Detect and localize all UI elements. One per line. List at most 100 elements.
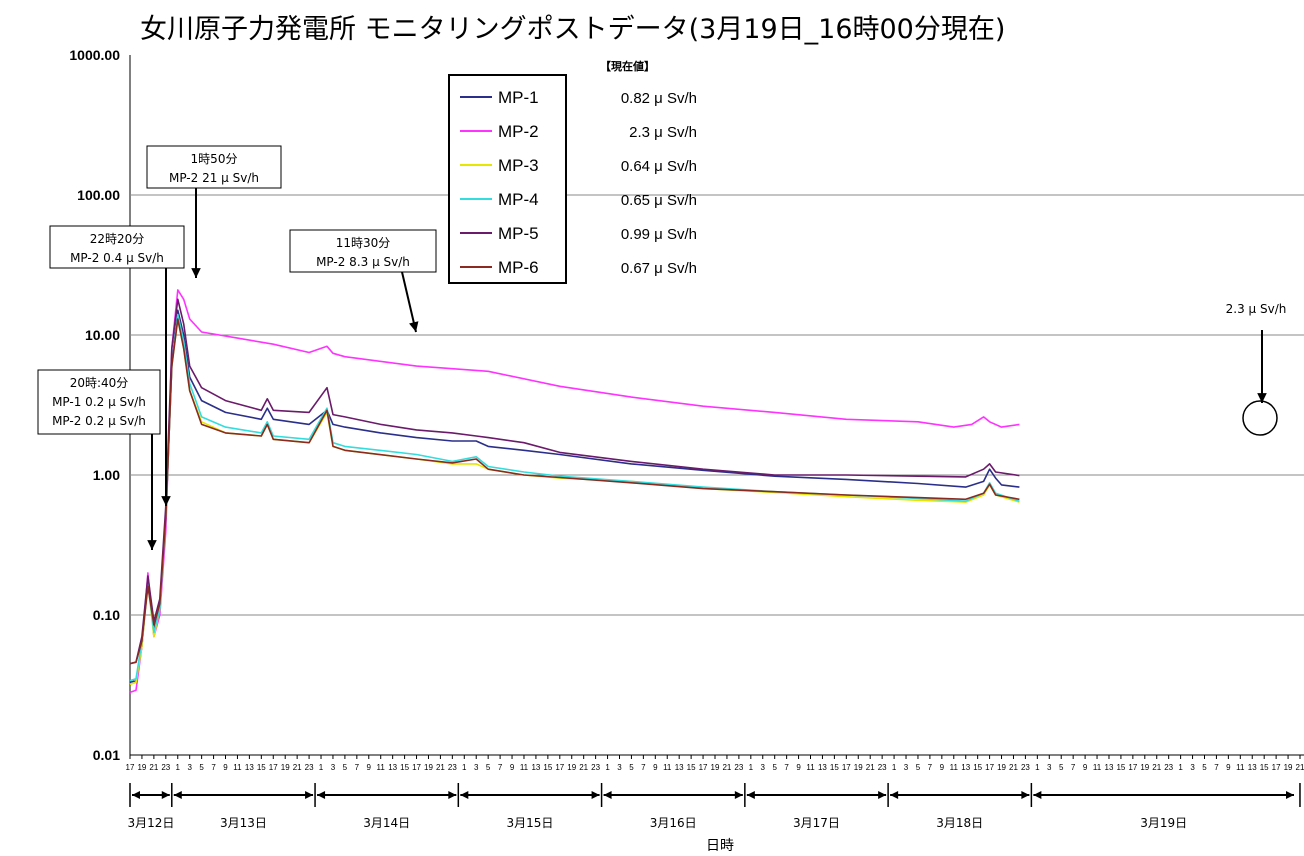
x-tick-label: 17 [985,763,994,772]
x-tick-label: 23 [448,763,457,772]
x-tick-label: 5 [916,763,921,772]
legend-label-mp-4: MP-4 [498,190,539,209]
day-label: 3月15日 [506,816,553,830]
x-tick-label: 17 [555,763,564,772]
x-tick-label: 15 [1260,763,1269,772]
annotation-22h20-arrowhead [161,496,171,506]
annotation-20h40-arrowhead [147,540,157,550]
x-tick-label: 13 [818,763,827,772]
legend-value-mp-3: 0.64 μ Sv/h [621,158,697,175]
x-tick-label: 1 [1035,763,1040,772]
x-tick-label: 11 [233,763,242,772]
x-tick-label: 21 [293,763,302,772]
x-tick-label: 5 [1059,763,1064,772]
x-tick-label: 19 [711,763,720,772]
x-tick-label: 13 [531,763,540,772]
x-tick-label: 3 [187,763,192,772]
x-tick-label: 21 [1009,763,1018,772]
x-tick-label: 11 [663,763,672,772]
annotation-11h30-arrow [401,271,417,333]
annotation-11h30-arrowhead [409,321,419,332]
x-tick-label: 19 [424,763,433,772]
x-tick-label: 7 [1071,763,1076,772]
x-tick-label: 9 [796,763,801,772]
day-arrowhead-right [1286,791,1294,799]
legend-label-mp-3: MP-3 [498,156,539,175]
x-tick-label: 11 [1093,763,1102,772]
legend-label-mp-5: MP-5 [498,224,539,243]
day-label: 3月12日 [127,816,174,830]
series-line-mp-4 [129,313,1020,682]
day-label: 3月19日 [1140,816,1187,830]
y-tick-labels: 1000.00 100.00 10.00 1.00 0.10 0.01 [69,47,120,763]
annotation-20h40-text: MP-2 0.2 μ Sv/h [52,414,146,428]
x-tick-label: 23 [734,763,743,772]
y-tick-label: 1.00 [93,467,120,483]
x-tick-label: 17 [1128,763,1137,772]
x-tick-label: 1 [1178,763,1183,772]
x-tick-label: 11 [1236,763,1245,772]
x-tick-label: 13 [1248,763,1257,772]
x-tick-label: 7 [355,763,360,772]
legend-header: 【現在値】 [600,59,655,73]
legend-value-mp-1: 0.82 μ Sv/h [621,90,697,107]
x-tick-label: 11 [806,763,815,772]
y-tick-label: 0.10 [93,607,120,623]
annotation-current-arrowhead [1257,393,1267,403]
x-tick-label: 7 [784,763,789,772]
x-tick-label: 9 [1083,763,1088,772]
x-tick-label: 1 [319,763,324,772]
y-tick-label: 10.00 [85,327,120,343]
x-tick-label: 17 [126,763,135,772]
day-arrowhead-left [317,791,326,799]
annotation-11h30-text: MP-2 8.3 μ Sv/h [316,255,410,269]
x-tick-label: 5 [1202,763,1207,772]
annotation-11h30-text: 11時30分 [336,236,391,250]
annotation-22h20-text: 22時20分 [90,232,145,246]
y-tick-label: 0.01 [93,747,120,763]
legend-value-mp-6: 0.67 μ Sv/h [621,260,697,277]
x-tick-label: 7 [211,763,216,772]
x-tick-label: 15 [543,763,552,772]
x-tick-label: 5 [343,763,348,772]
legend-value-mp-4: 0.65 μ Sv/h [621,192,697,209]
grid [129,55,1304,756]
x-tick-label: 13 [1105,763,1114,772]
x-tick-label: 9 [1226,763,1231,772]
day-label: 3月17日 [793,816,840,830]
x-tick-label: 5 [629,763,634,772]
day-arrowhead-right [1021,791,1030,799]
x-tick-label: 1 [749,763,754,772]
day-arrowhead-right [591,791,600,799]
y-tick-label: 1000.00 [69,47,120,63]
annotations: 1時50分 MP-2 21 μ Sv/h 22時20分 MP-2 0.4 μ Sv/h… [37,145,1286,550]
y-tick-label: 100.00 [77,187,120,203]
day-ranges: 3月12日 3月13日 3月14日 3月15日 3月16日 3月17日 3月18日 3月19日 [127,783,1301,830]
x-tick-label: 15 [400,763,409,772]
x-tick-label: 17 [699,763,708,772]
x-tick-label: 21 [866,763,875,772]
x-tick-label: 19 [1140,763,1149,772]
x-tick-label: 7 [928,763,933,772]
day-arrowhead-right [305,791,314,799]
day-arrowhead-left [1033,791,1042,799]
x-tick-label: 15 [1116,763,1125,772]
x-tick-label: 5 [486,763,491,772]
x-tick-label: 21 [436,763,445,772]
x-tick-label: 23 [591,763,600,772]
x-tick-label: 7 [498,763,503,772]
day-arrowhead-left [890,791,899,799]
x-tick-label: 3 [904,763,909,772]
annotation-20h40-text: 20時:40分 [70,376,129,390]
x-tick-label: 15 [257,763,266,772]
x-tick-label: 13 [245,763,254,772]
x-tick-label: 3 [1047,763,1052,772]
annotation-22h20-text: MP-2 0.4 μ Sv/h [70,251,164,265]
x-tick-label: 1 [462,763,467,772]
x-tick-label: 3 [1190,763,1195,772]
legend-box [448,74,567,284]
annotation-22h20-box [49,225,185,269]
day-arrowhead-right [448,791,457,799]
x-tick-label: 23 [878,763,887,772]
x-tick-label: 7 [641,763,646,772]
